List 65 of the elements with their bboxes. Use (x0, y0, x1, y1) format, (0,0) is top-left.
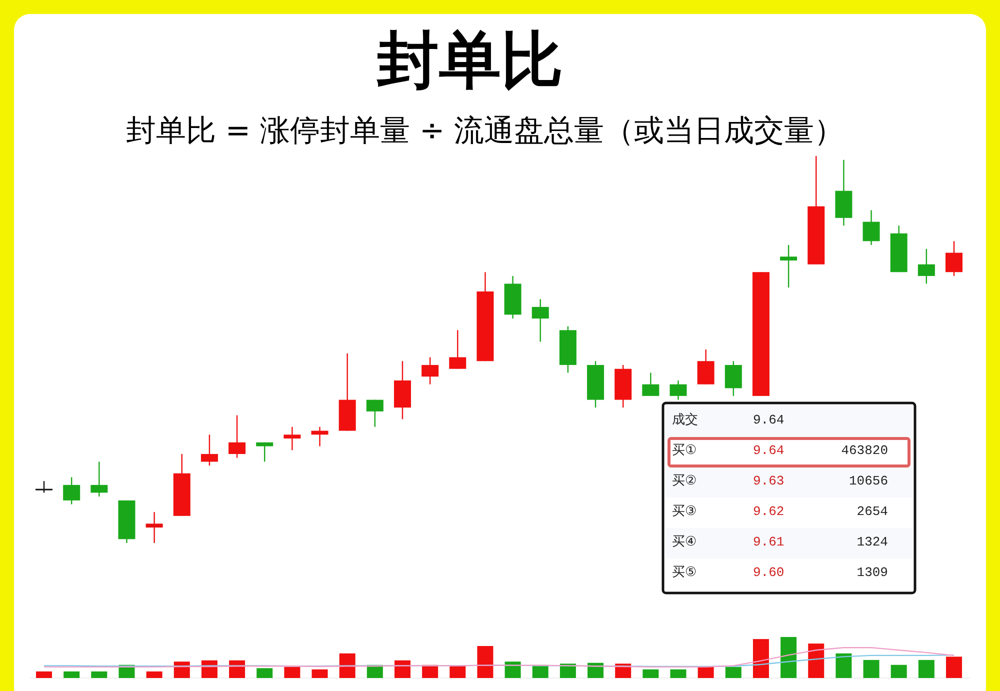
candlestick (284, 426, 301, 451)
candlestick (670, 380, 687, 400)
annotation: 2654 (856, 504, 888, 520)
candlestick (862, 210, 880, 246)
candlestick (256, 442, 274, 462)
bar (725, 666, 742, 678)
candlestick (146, 511, 163, 544)
candlestick (946, 240, 962, 277)
bar (642, 669, 659, 678)
annotation: 463820 (841, 443, 888, 458)
bar (174, 662, 190, 678)
candlestick (311, 426, 328, 447)
chart-subtitle: 封单比 = 涨停封单量 ÷ 流通盘总量（或当日成交量） (126, 114, 844, 148)
bar (698, 666, 714, 678)
bar (890, 664, 907, 678)
annotation: 9.64 (753, 412, 784, 428)
bar (588, 662, 604, 678)
annotation: 买② (672, 474, 697, 489)
annotation: 成交 (672, 412, 698, 428)
bar (863, 660, 880, 678)
bar (477, 646, 494, 678)
candlestick (642, 372, 660, 397)
bar (64, 671, 80, 678)
bar (918, 660, 934, 678)
annotation: 9.63 (753, 474, 784, 489)
candlestick (90, 461, 108, 498)
bar (670, 669, 686, 678)
text: 1309 (856, 565, 888, 580)
bar (808, 644, 824, 678)
candlestick (422, 356, 439, 385)
bar (450, 666, 466, 678)
candlestick (200, 434, 218, 466)
candlestick (918, 248, 935, 284)
bar (752, 639, 769, 678)
candlestick (228, 414, 246, 458)
annotation: 1324 (856, 534, 888, 550)
bar (91, 671, 108, 678)
annotation: 买③ (672, 504, 697, 520)
candlestick (63, 476, 80, 505)
candlestick (36, 480, 52, 494)
bar (312, 669, 328, 678)
bar (780, 637, 797, 678)
candlestick (532, 298, 549, 342)
candlestick (366, 399, 384, 428)
bar (504, 662, 521, 678)
text: 买⑤ (672, 565, 697, 580)
bar (256, 668, 273, 678)
bar (146, 671, 162, 678)
bar (836, 653, 852, 678)
annotation: 买① (672, 443, 697, 458)
text: 9.60 (753, 565, 784, 580)
annotation: 买④ (672, 534, 697, 550)
candlestick (449, 330, 466, 370)
chart-title: 封单比 (376, 24, 563, 97)
candlestick (697, 348, 714, 385)
annotation: 9.62 (753, 504, 784, 520)
candlestick (724, 360, 742, 397)
bar (946, 656, 962, 678)
annotation: 9.64 (753, 443, 784, 458)
bar (284, 666, 300, 678)
bar (339, 653, 356, 678)
candlestick (780, 244, 798, 288)
annotation: 10656 (848, 474, 888, 489)
annotation: 9.61 (753, 534, 784, 550)
bar (36, 671, 52, 678)
